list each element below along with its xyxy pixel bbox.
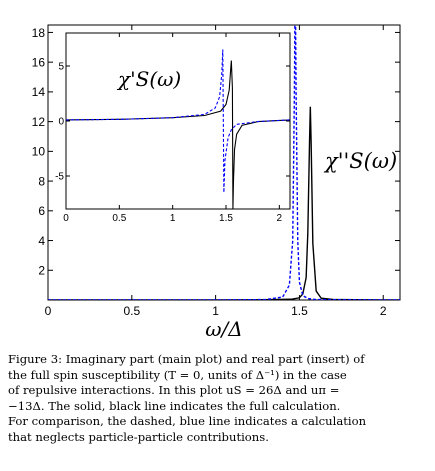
- inset-series-group: [66, 49, 290, 209]
- caption-line: For comparison, the dashed, blue line in…: [8, 414, 367, 429]
- y-tick-label: 8: [38, 174, 45, 188]
- x-tick-label: 1.5: [291, 304, 308, 318]
- x-tick-label: 0.5: [112, 213, 126, 224]
- main-annotation: χ''S(ω): [323, 149, 397, 173]
- series-line-solid: [48, 106, 400, 300]
- x-tick-label: 1: [170, 213, 176, 224]
- main-xlabel: ω/Δ: [205, 317, 243, 341]
- y-tick-label: 12: [32, 115, 46, 129]
- y-tick-label: -5: [55, 172, 64, 183]
- y-tick-label: 14: [32, 85, 46, 99]
- x-tick-label: 2: [380, 304, 387, 318]
- x-tick-label: 1.5: [219, 213, 233, 224]
- x-tick-label: 0.5: [123, 304, 140, 318]
- y-tick-label: 16: [32, 55, 46, 69]
- caption-line: Figure 3: Imaginary part (main plot) and…: [8, 352, 365, 366]
- x-tick-label: 2: [277, 213, 283, 224]
- inset-background: [65, 32, 291, 210]
- figure-caption: Figure 3: Imaginary part (main plot) and…: [8, 352, 428, 446]
- y-tick-label: 18: [32, 26, 46, 40]
- series-line-dashed: [66, 49, 290, 193]
- x-tick-label: 1: [212, 304, 219, 318]
- caption-line: −13Δ. The solid, black line indicates th…: [8, 398, 341, 413]
- series-line-dashed: [48, 25, 400, 300]
- caption-line: of repulsive interactions. In this plot …: [8, 383, 340, 398]
- x-tick-label: 0: [45, 304, 52, 318]
- main-series-group: [48, 25, 400, 300]
- y-tick-label: 2: [38, 264, 45, 278]
- y-tick-label: 5: [58, 62, 64, 73]
- caption-line: the full spin susceptibility (T = 0, uni…: [8, 367, 347, 382]
- inset-axis-ticks: 0 0.5 1 1.5 2 -5 0 5: [55, 33, 290, 224]
- x-tick-label: 0: [63, 213, 69, 224]
- y-tick-label: 4: [38, 234, 45, 248]
- caption-line: that neglects particle-particle contribu…: [8, 429, 269, 444]
- y-tick-label: 10: [32, 145, 46, 159]
- y-tick-label: 6: [38, 204, 45, 218]
- inset-annotation: χ'S(ω): [116, 67, 181, 91]
- y-tick-label: 0: [58, 117, 64, 128]
